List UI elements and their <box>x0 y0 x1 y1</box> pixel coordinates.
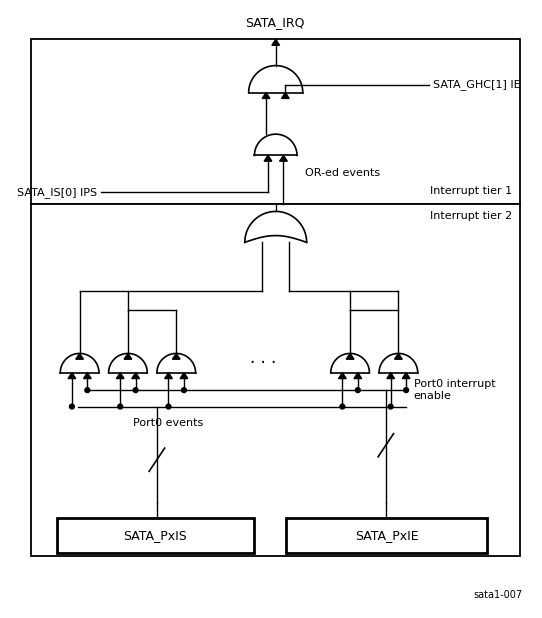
Polygon shape <box>117 373 124 379</box>
Text: SATA_IS[0] IPS: SATA_IS[0] IPS <box>17 187 97 198</box>
Polygon shape <box>395 353 402 359</box>
Polygon shape <box>339 373 346 379</box>
Polygon shape <box>280 155 287 161</box>
Bar <box>286 518 487 553</box>
Polygon shape <box>165 373 172 379</box>
Text: Interrupt tier 1: Interrupt tier 1 <box>430 186 512 196</box>
Text: SATA_IRQ: SATA_IRQ <box>245 15 305 28</box>
Polygon shape <box>262 93 270 98</box>
Circle shape <box>118 404 122 409</box>
Polygon shape <box>83 373 91 379</box>
Text: SATA_PxIE: SATA_PxIE <box>355 529 418 542</box>
Circle shape <box>166 404 171 409</box>
Circle shape <box>388 404 393 409</box>
Polygon shape <box>281 93 289 98</box>
Polygon shape <box>354 373 362 379</box>
Circle shape <box>133 387 138 392</box>
Polygon shape <box>172 353 180 359</box>
Circle shape <box>340 404 345 409</box>
Polygon shape <box>68 373 76 379</box>
Polygon shape <box>387 373 395 379</box>
Polygon shape <box>124 353 132 359</box>
Polygon shape <box>272 40 280 45</box>
Polygon shape <box>180 373 188 379</box>
Text: SATA_PxIS: SATA_PxIS <box>124 529 188 542</box>
Circle shape <box>182 387 186 392</box>
Text: Port0 events: Port0 events <box>133 418 203 428</box>
Circle shape <box>69 404 74 409</box>
Polygon shape <box>76 353 83 359</box>
Bar <box>31 204 520 556</box>
Polygon shape <box>132 373 139 379</box>
Text: sata1-007: sata1-007 <box>473 590 522 599</box>
Text: · · ·: · · · <box>250 354 276 372</box>
Polygon shape <box>346 353 354 359</box>
Circle shape <box>85 387 90 392</box>
Text: OR-ed events: OR-ed events <box>305 168 380 178</box>
Text: Interrupt tier 2: Interrupt tier 2 <box>430 211 512 221</box>
Circle shape <box>356 387 360 392</box>
Bar <box>57 518 254 553</box>
Circle shape <box>404 387 409 392</box>
Polygon shape <box>402 373 410 379</box>
Text: SATA_GHC[1] IE: SATA_GHC[1] IE <box>433 80 521 90</box>
Bar <box>31 40 520 204</box>
Text: Port0 interrupt
enable: Port0 interrupt enable <box>414 379 495 401</box>
Polygon shape <box>264 155 272 161</box>
